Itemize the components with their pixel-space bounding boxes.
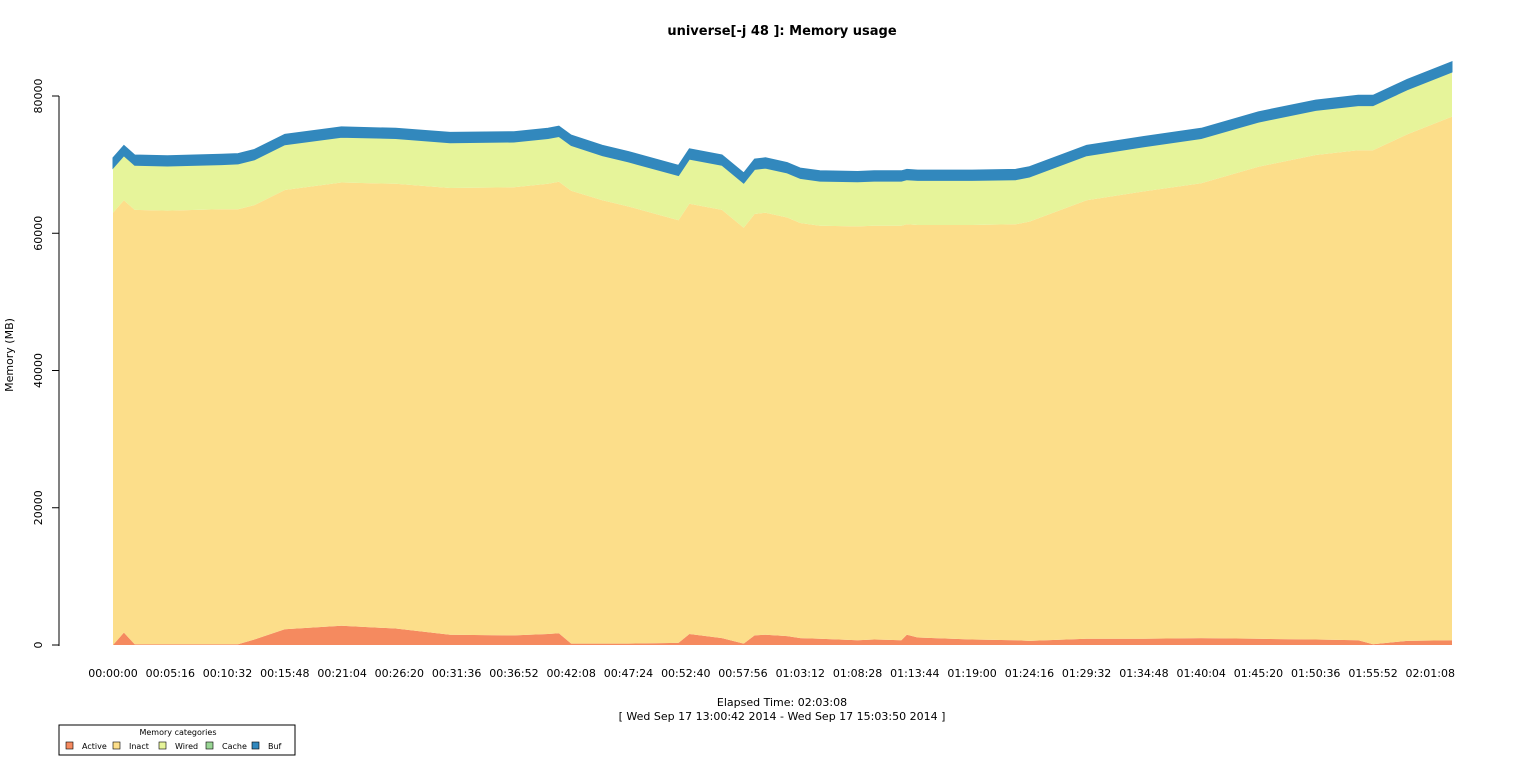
x-tick-label: 00:10:32 xyxy=(203,667,252,680)
y-tick-label: 60000 xyxy=(32,216,45,251)
legend-label-inact: Inact xyxy=(129,742,149,751)
x-tick-label: 00:57:56 xyxy=(718,667,767,680)
x-tick-label: 00:26:20 xyxy=(375,667,424,680)
x-tick-label: 00:05:16 xyxy=(146,667,195,680)
legend: Memory categories Active Inact Wired Cache B… xyxy=(58,724,296,756)
y-tick-label: 0 xyxy=(32,642,45,649)
legend-swatch-inact xyxy=(112,741,121,750)
y-tick-label: 20000 xyxy=(32,490,45,525)
x-tick-label: 00:47:24 xyxy=(604,667,653,680)
legend-swatch-cache xyxy=(205,741,214,750)
y-axis: 0 20000 40000 60000 80000 xyxy=(32,79,60,649)
x-tick-label: 01:45:20 xyxy=(1234,667,1283,680)
x-tick-label: 00:36:52 xyxy=(489,667,538,680)
x-tick-label: 01:40:04 xyxy=(1177,667,1226,680)
area-inact xyxy=(113,116,1452,646)
x-tick-label: 01:24:16 xyxy=(1005,667,1054,680)
x-axis-label: Elapsed Time: 02:03:08 xyxy=(717,696,847,709)
legend-swatch-active xyxy=(65,741,74,750)
legend-label-active: Active xyxy=(82,742,107,751)
legend-swatch-buf xyxy=(251,741,260,750)
y-tick-label: 40000 xyxy=(32,353,45,388)
x-tick-label: 01:50:36 xyxy=(1291,667,1340,680)
plot-areas xyxy=(112,60,1453,646)
chart-title: universe[-j 48 ]: Memory usage xyxy=(667,24,897,39)
legend-swatch-wired xyxy=(158,741,167,750)
legend-label-wired: Wired xyxy=(175,742,198,751)
legend-box xyxy=(58,724,296,756)
x-tick-label: 01:55:52 xyxy=(1348,667,1397,680)
x-tick-label: 01:03:12 xyxy=(776,667,825,680)
x-tick-label: 01:19:00 xyxy=(947,667,996,680)
x-tick-label: 00:42:08 xyxy=(546,667,595,680)
area-active xyxy=(113,625,1452,645)
time-range-subtitle: [ Wed Sep 17 13:00:42 2014 - Wed Sep 17 … xyxy=(619,710,946,723)
x-tick-label: 01:29:32 xyxy=(1062,667,1111,680)
legend-label-cache: Cache xyxy=(222,742,247,751)
legend-label-buf: Buf xyxy=(268,742,282,751)
legend-title: Memory categories xyxy=(139,728,216,737)
area-buf xyxy=(112,60,1453,184)
x-tick-label: 00:15:48 xyxy=(260,667,309,680)
x-tick-label: 02:01:08 xyxy=(1406,667,1455,680)
x-tick-label: 01:13:44 xyxy=(890,667,939,680)
x-tick-label: 00:31:36 xyxy=(432,667,481,680)
y-tick-label: 80000 xyxy=(32,79,45,114)
x-tick-label: 01:34:48 xyxy=(1119,667,1168,680)
x-tick-label: 01:08:28 xyxy=(833,667,882,680)
x-axis-ticks: 00:00:00 00:05:16 00:10:32 00:15:48 00:21:04… xyxy=(88,667,1455,680)
area-wired xyxy=(113,72,1452,228)
y-axis-label: Memory (MB) xyxy=(3,318,16,392)
x-tick-label: 00:00:00 xyxy=(88,667,137,680)
x-tick-label: 00:52:40 xyxy=(661,667,710,680)
x-tick-label: 00:21:04 xyxy=(317,667,366,680)
